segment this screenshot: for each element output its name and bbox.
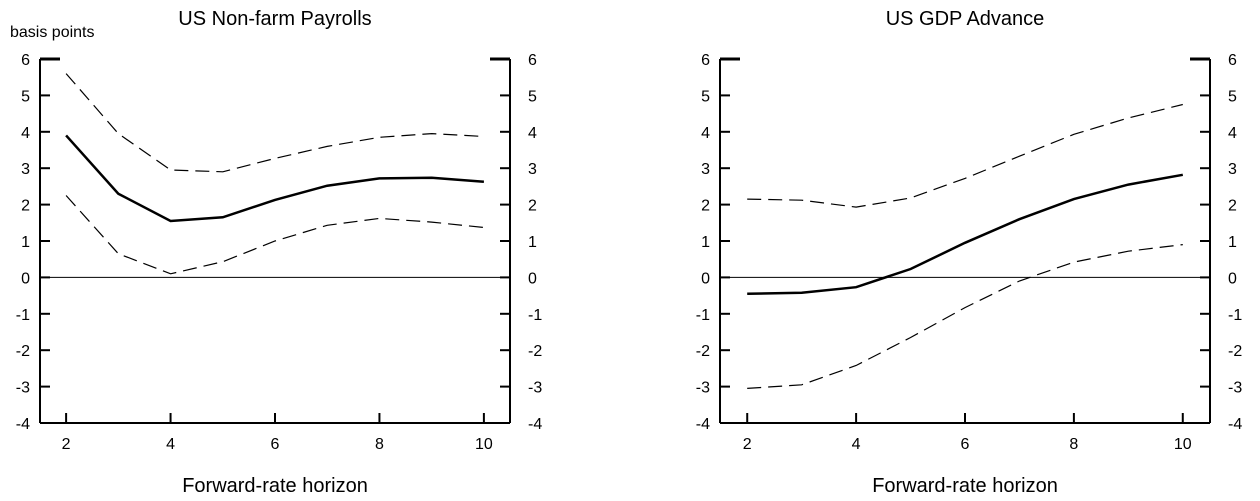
y-tick-label-left: 1 <box>21 234 30 251</box>
lower-band-line <box>65 195 484 275</box>
y-tick-label-right: 6 <box>1228 52 1237 69</box>
y-tick-label-right: 3 <box>1228 161 1237 178</box>
x-tick-label: 8 <box>375 436 384 453</box>
lower-band-line <box>747 244 1183 389</box>
y-tick-label-right: 4 <box>1228 125 1237 142</box>
x-tick-label: 2 <box>743 436 752 453</box>
y-tick-label-right: 0 <box>1228 270 1237 287</box>
y-tick-label-left: 0 <box>701 270 710 287</box>
y-tick-label-left: 2 <box>701 198 710 215</box>
estimate-line <box>65 134 484 223</box>
y-tick-label-left: 1 <box>701 234 710 251</box>
y-tick-label-left: -2 <box>696 343 710 360</box>
x-axis-title: Forward-rate horizon <box>182 475 368 497</box>
unit-label: basis points <box>10 24 95 41</box>
y-tick-label-right: 1 <box>528 234 537 251</box>
y-tick-label-left: 5 <box>21 88 30 105</box>
x-tick-label: 4 <box>852 436 861 453</box>
x-tick-label: 2 <box>62 436 71 453</box>
y-tick-label-right: -2 <box>1228 343 1242 360</box>
y-tick-label-left: 3 <box>21 161 30 178</box>
x-tick-label: 8 <box>1069 436 1078 453</box>
y-tick-label-left: -1 <box>696 307 710 324</box>
y-tick-label-left: 4 <box>21 125 30 142</box>
y-tick-label-left: 6 <box>21 52 30 69</box>
y-tick-label-right: 3 <box>528 161 537 178</box>
chart-panel: US GDP Advance -4 -4 -3 -3 -2 -2 -1 -1 0 0 1 1 2 2 3 3 4 4… <box>696 8 1243 497</box>
y-tick-label-right: -2 <box>528 343 542 360</box>
y-tick-label-right: 6 <box>528 52 537 69</box>
y-tick-label-right: 5 <box>528 88 537 105</box>
y-tick-label-right: 0 <box>528 270 537 287</box>
chart-panel: US Non-farm Payrolls -4 -4 -3 -3 -2 -2 -1 -1 0 0 1 1… <box>16 8 543 497</box>
y-tick-label-left: 5 <box>701 88 710 105</box>
upper-band-line <box>747 103 1183 208</box>
y-tick-label-left: -1 <box>16 307 30 324</box>
x-tick-label: 6 <box>271 436 280 453</box>
y-tick-label-left: 2 <box>21 198 30 215</box>
x-tick-label: 10 <box>1174 436 1192 453</box>
y-tick-label-right: 2 <box>528 198 537 215</box>
x-tick-label: 6 <box>961 436 970 453</box>
y-tick-label-left: -2 <box>16 343 30 360</box>
y-tick-label-right: 1 <box>1228 234 1237 251</box>
y-tick-label-left: -4 <box>16 416 30 433</box>
y-tick-label-left: 0 <box>21 270 30 287</box>
y-tick-label-right: 5 <box>1228 88 1237 105</box>
x-tick-label: 10 <box>475 436 493 453</box>
y-tick-label-left: -3 <box>696 380 710 397</box>
y-tick-label-right: -3 <box>528 380 542 397</box>
y-tick-label-left: 4 <box>701 125 710 142</box>
estimate-line <box>747 173 1184 296</box>
y-tick-label-right: -4 <box>1228 416 1242 433</box>
x-axis-title: Forward-rate horizon <box>872 475 1058 497</box>
upper-band-line <box>65 73 484 173</box>
y-tick-label-left: 6 <box>701 52 710 69</box>
y-tick-label-left: -4 <box>696 416 710 433</box>
y-tick-label-right: -1 <box>528 307 542 324</box>
chart-title: US GDP Advance <box>886 8 1045 30</box>
y-tick-label-right: 2 <box>1228 198 1237 215</box>
y-tick-label-left: -3 <box>16 380 30 397</box>
y-tick-label-right: -3 <box>1228 380 1242 397</box>
y-tick-label-right: -1 <box>1228 307 1242 324</box>
y-tick-label-right: 4 <box>528 125 537 142</box>
y-tick-label-right: -4 <box>528 416 542 433</box>
y-tick-label-left: 3 <box>701 161 710 178</box>
chart-title: US Non-farm Payrolls <box>178 8 371 30</box>
x-tick-label: 4 <box>166 436 175 453</box>
